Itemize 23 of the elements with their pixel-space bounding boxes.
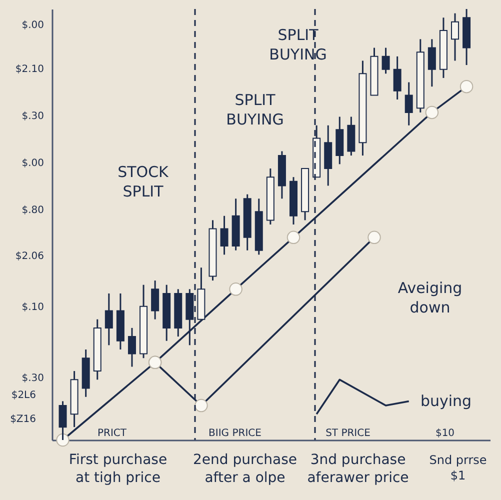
- text: $Z16: [10, 414, 36, 425]
- annotation: SPLIT BUYING: [269, 26, 327, 64]
- text: $2.06: [15, 251, 44, 262]
- text: First purchase at tigh price: [68, 452, 168, 486]
- text: 2end purchase after a olpe: [193, 452, 297, 486]
- annotation: BIIG PRICE: [208, 428, 262, 439]
- text: $.00: [22, 20, 44, 31]
- annotation: PRICT: [97, 428, 128, 439]
- annotation: buying: [420, 392, 472, 410]
- text: Snd prrse $1: [429, 453, 487, 483]
- text: 3nd purchase aferawer price: [307, 452, 409, 486]
- text: $2L6: [11, 390, 36, 401]
- annotation: STOCK SPLIT: [118, 163, 170, 200]
- text: $.00: [22, 158, 44, 169]
- annotation: ST PRICE: [326, 428, 370, 439]
- annotation: $10: [435, 428, 455, 439]
- text: $.10: [22, 302, 44, 313]
- text: $.80: [22, 205, 44, 216]
- annotation: SPLIT BUYING: [226, 91, 284, 128]
- text: $2.10: [15, 64, 44, 75]
- text: $.30: [22, 111, 44, 122]
- annotation: Aveiging down: [398, 279, 462, 316]
- text: $.30: [22, 373, 44, 384]
